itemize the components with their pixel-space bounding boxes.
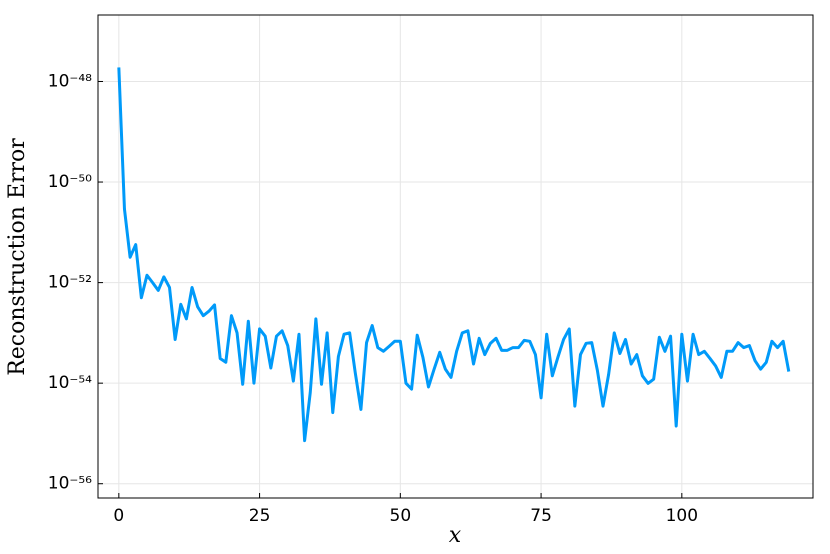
line-series bbox=[117, 67, 791, 443]
y-tick-label: 10⁻⁵⁴ bbox=[48, 373, 92, 393]
x-tick-label: 25 bbox=[249, 506, 271, 526]
x-axis-label: x bbox=[449, 523, 462, 548]
y-tick-label: 10⁻⁵² bbox=[48, 273, 92, 293]
y-axis-label: Reconstruction Error bbox=[5, 138, 30, 376]
y-tick-label: 10⁻⁴⁸ bbox=[48, 71, 92, 91]
y-tick-label: 10⁻⁵⁶ bbox=[48, 474, 92, 494]
x-tick-label: 50 bbox=[390, 506, 412, 526]
plot-frame bbox=[97, 14, 814, 499]
x-tick-label: 0 bbox=[113, 506, 124, 526]
x-tick-label: 75 bbox=[530, 506, 552, 526]
y-tick-label: 10⁻⁵⁰ bbox=[48, 172, 92, 192]
x-tick-label: 100 bbox=[666, 506, 698, 526]
